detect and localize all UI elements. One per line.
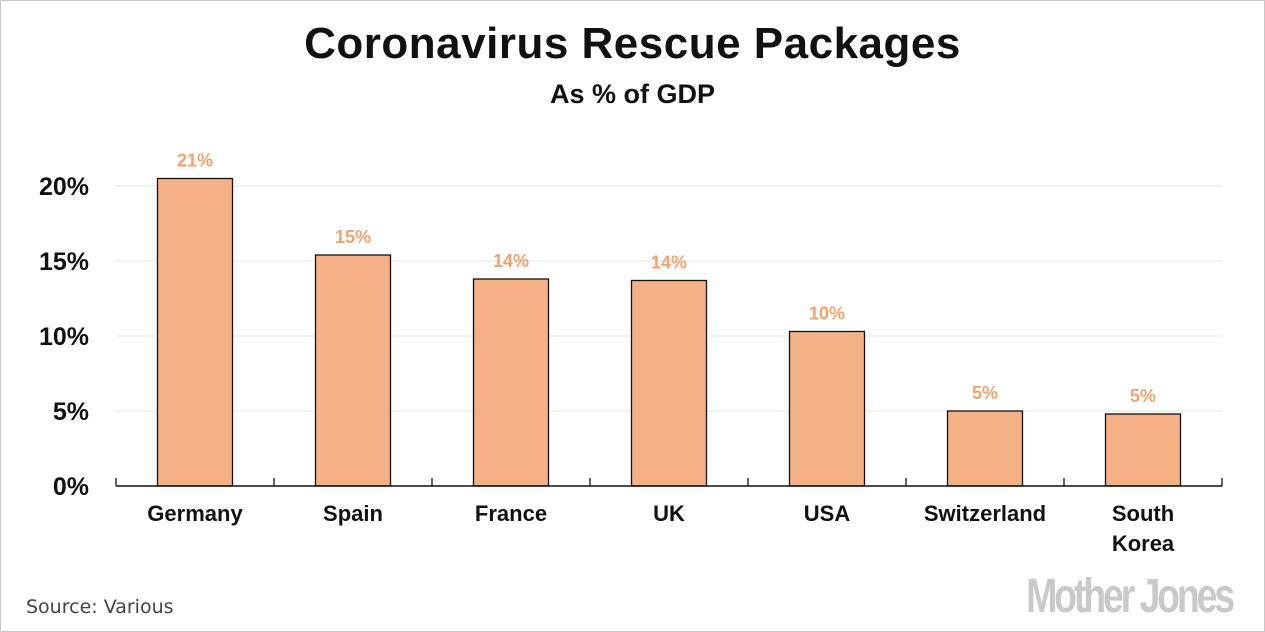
- x-tick-label-line: Germany: [147, 501, 243, 526]
- x-tick-label-line: Switzerland: [924, 501, 1046, 526]
- x-tick-label: Switzerland: [924, 501, 1046, 526]
- x-tick-label: UK: [653, 501, 685, 526]
- x-tick-label-line: South: [1112, 501, 1174, 526]
- bar: [472, 278, 550, 487]
- x-tick-label: France: [475, 501, 547, 526]
- data-label: 14%: [651, 253, 687, 273]
- x-tick-label-line: France: [475, 501, 547, 526]
- data-label: 10%: [809, 304, 845, 324]
- data-label: 14%: [493, 251, 529, 271]
- y-tick-label: 15%: [39, 248, 89, 276]
- x-tick-label-line: Spain: [323, 501, 383, 526]
- source-note: Source: Various: [26, 596, 174, 618]
- y-tick-label: 5%: [53, 398, 89, 426]
- x-tick-label-line: Korea: [1112, 531, 1175, 556]
- data-label: 15%: [335, 227, 371, 247]
- data-label: 21%: [177, 151, 213, 171]
- data-label: 5%: [1130, 386, 1156, 406]
- bar: [946, 410, 1024, 487]
- bar: [314, 254, 392, 487]
- bar: [156, 177, 234, 487]
- x-tick-label: Germany: [147, 501, 243, 526]
- data-label: 5%: [972, 383, 998, 403]
- x-tick-label: South Korea: [1112, 501, 1175, 556]
- x-tick-label: USA: [804, 501, 851, 526]
- x-tick-label-line: USA: [804, 501, 851, 526]
- chart-subtitle: As % of GDP: [549, 79, 716, 109]
- y-tick-label: 10%: [39, 323, 89, 351]
- chart-title: Coronavirus Rescue Packages: [304, 19, 961, 68]
- x-tick-label-line: UK: [653, 501, 685, 526]
- bar: [1104, 413, 1182, 487]
- y-tick-label: 20%: [39, 173, 89, 201]
- bar: [788, 330, 866, 487]
- publisher-logo: Mother Jones: [1026, 570, 1235, 623]
- x-tick-label: Spain: [323, 501, 383, 526]
- y-tick-label: 0%: [53, 473, 89, 501]
- bar: [630, 279, 708, 487]
